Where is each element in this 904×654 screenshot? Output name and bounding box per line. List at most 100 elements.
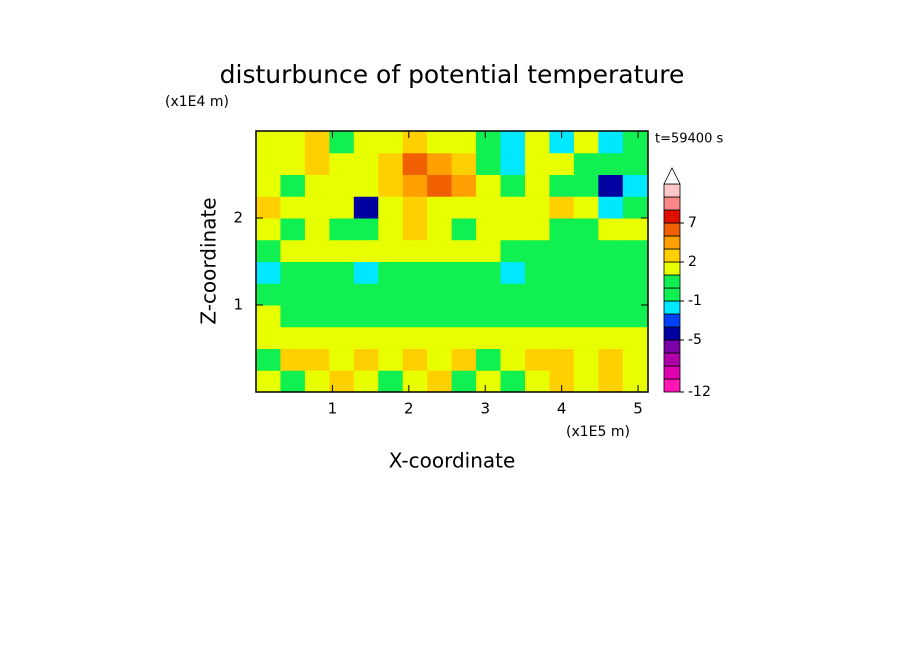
contour-cell	[622, 348, 648, 371]
contour-cell	[573, 196, 599, 219]
contour-cell	[451, 348, 477, 371]
contour-cell	[280, 348, 306, 371]
contour-cell	[451, 239, 477, 262]
contour-cell	[549, 239, 575, 262]
contour-cell	[573, 305, 599, 328]
contour-cell	[451, 305, 477, 328]
contour-cell	[476, 218, 502, 241]
contour-cell	[524, 348, 550, 371]
contour-cell	[622, 326, 648, 349]
contour-cell	[329, 218, 355, 241]
contour-cell	[476, 261, 502, 284]
contour-cell	[622, 174, 648, 197]
contour-cell	[378, 348, 404, 371]
contour-cell	[598, 305, 624, 328]
colorbar-box	[663, 352, 681, 367]
x-tick-label: 3	[480, 400, 490, 418]
contour-cell	[280, 283, 306, 306]
contour-cell	[549, 348, 575, 371]
contour-cell	[476, 131, 502, 154]
contour-cell	[353, 218, 379, 241]
contour-cell	[378, 239, 404, 262]
contour-cell	[622, 196, 648, 219]
contour-cell	[353, 152, 379, 175]
contour-cell	[476, 283, 502, 306]
contour-cell	[427, 261, 453, 284]
chart-title: disturbunce of potential temperature	[220, 60, 685, 89]
contour-cell	[304, 326, 330, 349]
contour-cell	[500, 261, 526, 284]
x-tick-label: 1	[328, 400, 338, 418]
contour-cell	[524, 305, 550, 328]
contour-cell	[524, 261, 550, 284]
contour-cell	[353, 370, 379, 393]
contour-cell	[353, 305, 379, 328]
contour-cell	[573, 261, 599, 284]
contour-cell	[280, 261, 306, 284]
contour-cell	[256, 239, 281, 262]
contour-cell	[329, 261, 355, 284]
colorbar-box	[663, 209, 681, 224]
y-tick-label: 1	[233, 296, 243, 314]
colorbar-box	[663, 183, 681, 198]
contour-cell	[476, 152, 502, 175]
contour-cell	[304, 174, 330, 197]
contour-cell	[622, 283, 648, 306]
contour-cell	[427, 218, 453, 241]
contour-cell	[598, 261, 624, 284]
contour-cell	[451, 152, 477, 175]
colorbar-box	[663, 274, 681, 289]
contour-cell	[524, 218, 550, 241]
colorbar-box	[663, 378, 681, 393]
colorbar-label: -1	[688, 293, 702, 309]
contour-cell	[524, 283, 550, 306]
contour-cell	[402, 370, 428, 393]
contour-cell	[402, 348, 428, 371]
contour-cell	[378, 152, 404, 175]
contour-cell	[329, 196, 355, 219]
contour-cell	[524, 174, 550, 197]
contour-cell	[378, 196, 404, 219]
contour-cell	[451, 370, 477, 393]
contour-cell	[500, 174, 526, 197]
contour-cell	[402, 196, 428, 219]
contour-cell	[524, 152, 550, 175]
contour-cell	[451, 131, 477, 154]
contour-cell	[280, 152, 306, 175]
contour-cell	[500, 305, 526, 328]
contour-cell	[329, 326, 355, 349]
colorbar-box	[663, 196, 681, 211]
contour-cell	[427, 174, 453, 197]
contour-cell	[304, 348, 330, 371]
contour-cell	[378, 174, 404, 197]
contour-cell	[427, 370, 453, 393]
contour-cell	[500, 239, 526, 262]
contour-cell	[329, 131, 355, 154]
contour-cell	[427, 283, 453, 306]
contour-cell	[329, 152, 355, 175]
contour-cell	[304, 218, 330, 241]
contour-cell	[329, 174, 355, 197]
contour-cell	[402, 152, 428, 175]
colorbar-box	[663, 339, 681, 354]
contour-cell	[549, 305, 575, 328]
contour-cell	[402, 174, 428, 197]
contour-cell	[549, 131, 575, 154]
contour-cell	[524, 326, 550, 349]
contour-cell	[256, 326, 281, 349]
contour-cell	[353, 283, 379, 306]
contour-cell	[256, 152, 281, 175]
contour-cell	[402, 239, 428, 262]
contour-cell	[256, 218, 281, 241]
contour-cell	[573, 326, 599, 349]
contour-cell	[256, 370, 281, 393]
contour-cell	[329, 283, 355, 306]
contour-cell	[549, 218, 575, 241]
colorbar-box	[663, 248, 681, 263]
plot-frame	[255, 130, 649, 393]
contour-cell	[476, 370, 502, 393]
contour-cell	[549, 261, 575, 284]
contour-cell	[427, 348, 453, 371]
colorbar-label: 2	[688, 254, 697, 270]
